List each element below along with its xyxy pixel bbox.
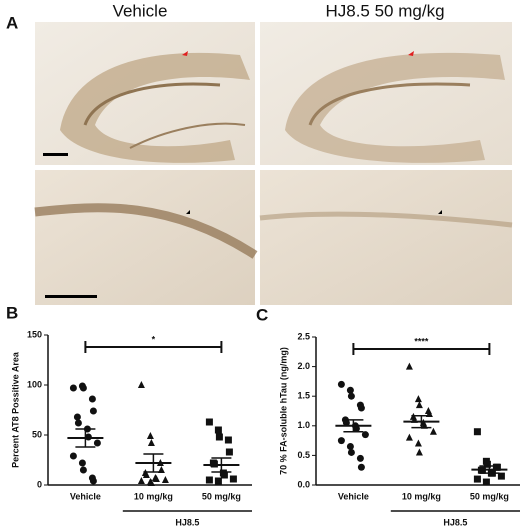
data-point [147,479,155,486]
x-tick-label: 10 mg/kg [402,491,441,501]
significance-bar [84,341,223,353]
data-point [205,418,213,426]
y-tick-label: 0.5 [297,450,310,460]
y-tick-label: 50 [32,429,42,439]
error-bar [211,457,232,473]
data-point [415,401,423,409]
y-tick-label: 100 [27,379,42,389]
data-point [93,439,101,447]
micrograph [34,170,258,305]
data-point [414,395,422,403]
group-label: HJ8.5 [175,517,199,527]
data-point [346,386,354,394]
micrograph [260,22,512,165]
y-tick-label: 1.0 [297,420,310,430]
data-point [473,475,481,483]
data-point [346,443,354,451]
data-point [146,432,154,439]
y-tick-label: 1.5 [297,391,310,401]
y-axis-label: Percent AT8 Possitive Area [10,351,20,468]
data-point [357,463,365,471]
significance-label: **** [414,336,429,346]
data-point [224,436,232,444]
data-point [473,428,481,436]
data-point [352,425,360,433]
y-tick-label: 0.0 [297,479,310,489]
data-point [137,381,145,388]
data-point [347,448,355,456]
data-point [356,454,364,462]
data-point [225,448,233,456]
data-point [482,478,490,486]
data-point [357,404,365,412]
data-point [405,433,413,441]
data-point [73,413,81,421]
data-point [69,384,77,392]
data-point [205,476,213,484]
data-point [152,475,160,482]
data-point [69,452,77,460]
data-point [229,475,237,483]
x-tick-label: Vehicle [70,491,101,501]
data-point [342,419,350,427]
column-header: Vehicle [113,1,168,20]
data-point [347,392,355,400]
x-tick-label: 50 mg/kg [470,491,509,501]
data-point [220,471,228,479]
significance-label: * [152,334,156,344]
column-header: HJ8.5 50 mg/kg [325,1,444,20]
y-tick-label: 0 [37,479,42,489]
panel-label: A [6,13,18,32]
data-point [215,433,223,441]
micrograph [259,170,513,305]
data-point [214,426,222,434]
error-bar [479,465,500,474]
data-point [415,448,423,456]
data-point [405,362,413,370]
y-tick-label: 2.0 [297,361,310,371]
micrograph [35,22,255,165]
data-point [429,427,437,435]
error-bar [343,419,364,433]
data-point [337,437,345,445]
y-tick-label: 2.5 [297,331,310,341]
error-bar [75,428,96,448]
data-point [147,439,155,446]
data-point [214,477,222,485]
panel-label: B [6,303,18,322]
data-point [79,384,87,392]
x-tick-label: 10 mg/kg [134,491,173,501]
x-tick-label: Vehicle [338,491,369,501]
data-point [142,471,150,478]
error-bar [143,453,164,473]
data-point [78,459,86,467]
group-label: HJ8.5 [443,517,467,527]
data-point [497,472,505,480]
data-point [137,477,145,484]
data-point [337,380,345,388]
data-point [414,439,422,447]
data-point [89,407,97,415]
y-axis-label: 70 % FA-soluble hTau (ng/mg) [278,347,288,475]
data-point [493,463,501,471]
panel-label: C [256,305,268,324]
y-tick-label: 150 [27,329,42,339]
x-tick-label: 50 mg/kg [202,491,241,501]
data-point [88,395,96,403]
data-point [483,460,491,468]
data-point [89,477,97,485]
data-point [79,466,87,474]
error-bar [411,414,432,429]
data-point [74,419,82,427]
data-point [361,431,369,439]
significance-bar [352,343,491,355]
data-point [161,476,169,483]
